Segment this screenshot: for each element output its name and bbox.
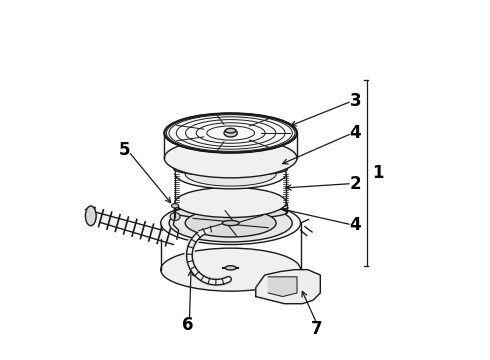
- Ellipse shape: [175, 159, 286, 189]
- Ellipse shape: [161, 202, 300, 244]
- Ellipse shape: [172, 204, 179, 208]
- Ellipse shape: [170, 213, 180, 221]
- Text: 6: 6: [182, 316, 194, 334]
- Ellipse shape: [161, 248, 300, 291]
- Text: 3: 3: [350, 92, 361, 110]
- Ellipse shape: [185, 161, 276, 186]
- Ellipse shape: [174, 163, 287, 176]
- Ellipse shape: [164, 138, 297, 178]
- Ellipse shape: [185, 209, 276, 237]
- Ellipse shape: [174, 155, 287, 168]
- Text: 5: 5: [119, 140, 131, 158]
- Ellipse shape: [174, 206, 287, 219]
- Text: 2: 2: [350, 175, 361, 193]
- Ellipse shape: [174, 198, 287, 211]
- Text: 1: 1: [372, 164, 384, 182]
- Ellipse shape: [225, 266, 236, 270]
- Ellipse shape: [169, 204, 292, 242]
- Polygon shape: [85, 211, 174, 244]
- Ellipse shape: [222, 220, 239, 226]
- Text: 4: 4: [350, 216, 361, 234]
- Text: 7: 7: [311, 320, 322, 338]
- Ellipse shape: [224, 129, 237, 137]
- Text: 4: 4: [350, 125, 361, 143]
- Polygon shape: [269, 277, 297, 297]
- Ellipse shape: [164, 113, 297, 153]
- Ellipse shape: [225, 128, 236, 133]
- Ellipse shape: [85, 206, 96, 226]
- Ellipse shape: [175, 188, 286, 217]
- Polygon shape: [256, 270, 320, 304]
